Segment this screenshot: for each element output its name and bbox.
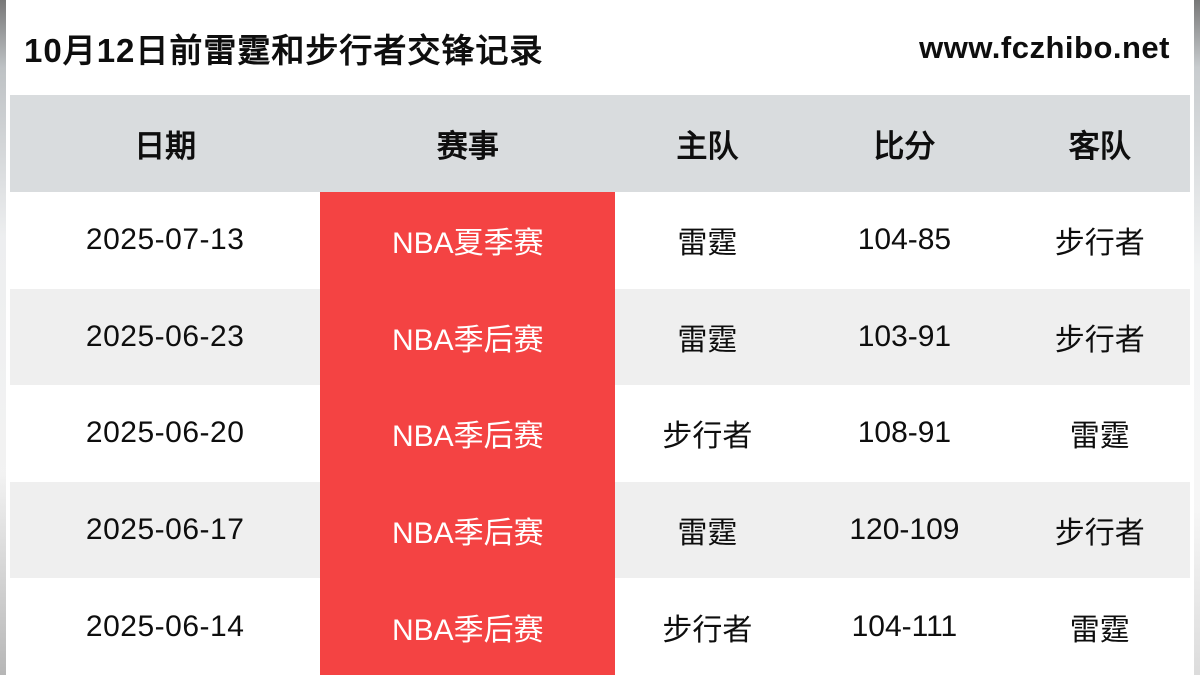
away-team-cell: 雷霆 bbox=[1069, 613, 1130, 647]
date-cell: 2025-06-23 bbox=[85, 319, 245, 353]
date-cell: 2025-07-13 bbox=[85, 223, 245, 257]
home-team-cell: 步行者 bbox=[662, 613, 753, 647]
event-badge: NBA季后赛 bbox=[320, 385, 616, 482]
head-to-head-table: 日期 赛事 主队 比分 客队 2025-07-13 NBA夏季赛 雷霆 104-… bbox=[10, 95, 1190, 675]
away-team-cell: 步行者 bbox=[1054, 227, 1145, 261]
home-team-cell: 雷霆 bbox=[677, 227, 738, 261]
date-cell: 2025-06-14 bbox=[85, 609, 245, 643]
frame-edge-left bbox=[0, 0, 6, 675]
site-url: www.fczhibo.net bbox=[919, 29, 1170, 65]
table-row: 2025-06-20 NBA季后赛 步行者 108-91 雷霆 bbox=[10, 385, 1190, 482]
score-cell: 120-109 bbox=[849, 513, 960, 547]
score-cell: 104-111 bbox=[851, 609, 958, 643]
column-header-home: 主队 bbox=[676, 129, 739, 164]
table-row: 2025-06-14 NBA季后赛 步行者 104-111 雷霆 bbox=[10, 578, 1190, 675]
score-cell: 104-85 bbox=[857, 223, 952, 257]
score-cell: 108-91 bbox=[857, 416, 952, 450]
home-team-cell: 雷霆 bbox=[677, 517, 738, 551]
away-team-cell: 步行者 bbox=[1054, 517, 1145, 551]
title-bar: 10月12日前雷霆和步行者交锋记录 www.fczhibo.net bbox=[0, 0, 1200, 95]
away-team-cell: 雷霆 bbox=[1069, 420, 1130, 454]
event-badge: NBA季后赛 bbox=[320, 578, 616, 675]
frame-edge-right bbox=[1194, 0, 1200, 675]
table-row: 2025-06-23 NBA季后赛 雷霆 103-91 步行者 bbox=[10, 288, 1190, 386]
table-row: 2025-06-17 NBA季后赛 雷霆 120-109 步行者 bbox=[10, 481, 1190, 579]
column-header-date: 日期 bbox=[134, 129, 197, 164]
home-team-cell: 步行者 bbox=[662, 420, 753, 454]
event-badge: NBA季后赛 bbox=[320, 288, 616, 386]
date-cell: 2025-06-17 bbox=[85, 513, 245, 547]
table-row: 2025-07-13 NBA夏季赛 雷霆 104-85 步行者 bbox=[10, 192, 1190, 289]
date-cell: 2025-06-20 bbox=[85, 416, 245, 450]
away-team-cell: 步行者 bbox=[1054, 323, 1145, 357]
home-team-cell: 雷霆 bbox=[677, 323, 738, 357]
score-cell: 103-91 bbox=[857, 319, 952, 353]
event-badge: NBA季后赛 bbox=[320, 481, 616, 579]
column-header-score: 比分 bbox=[873, 129, 936, 164]
table-header-row: 日期 赛事 主队 比分 客队 bbox=[10, 95, 1190, 192]
event-badge: NBA夏季赛 bbox=[320, 192, 616, 289]
column-header-event: 赛事 bbox=[436, 129, 499, 164]
column-header-away: 客队 bbox=[1068, 129, 1131, 164]
page-title: 10月12日前雷霆和步行者交锋记录 bbox=[24, 31, 544, 69]
